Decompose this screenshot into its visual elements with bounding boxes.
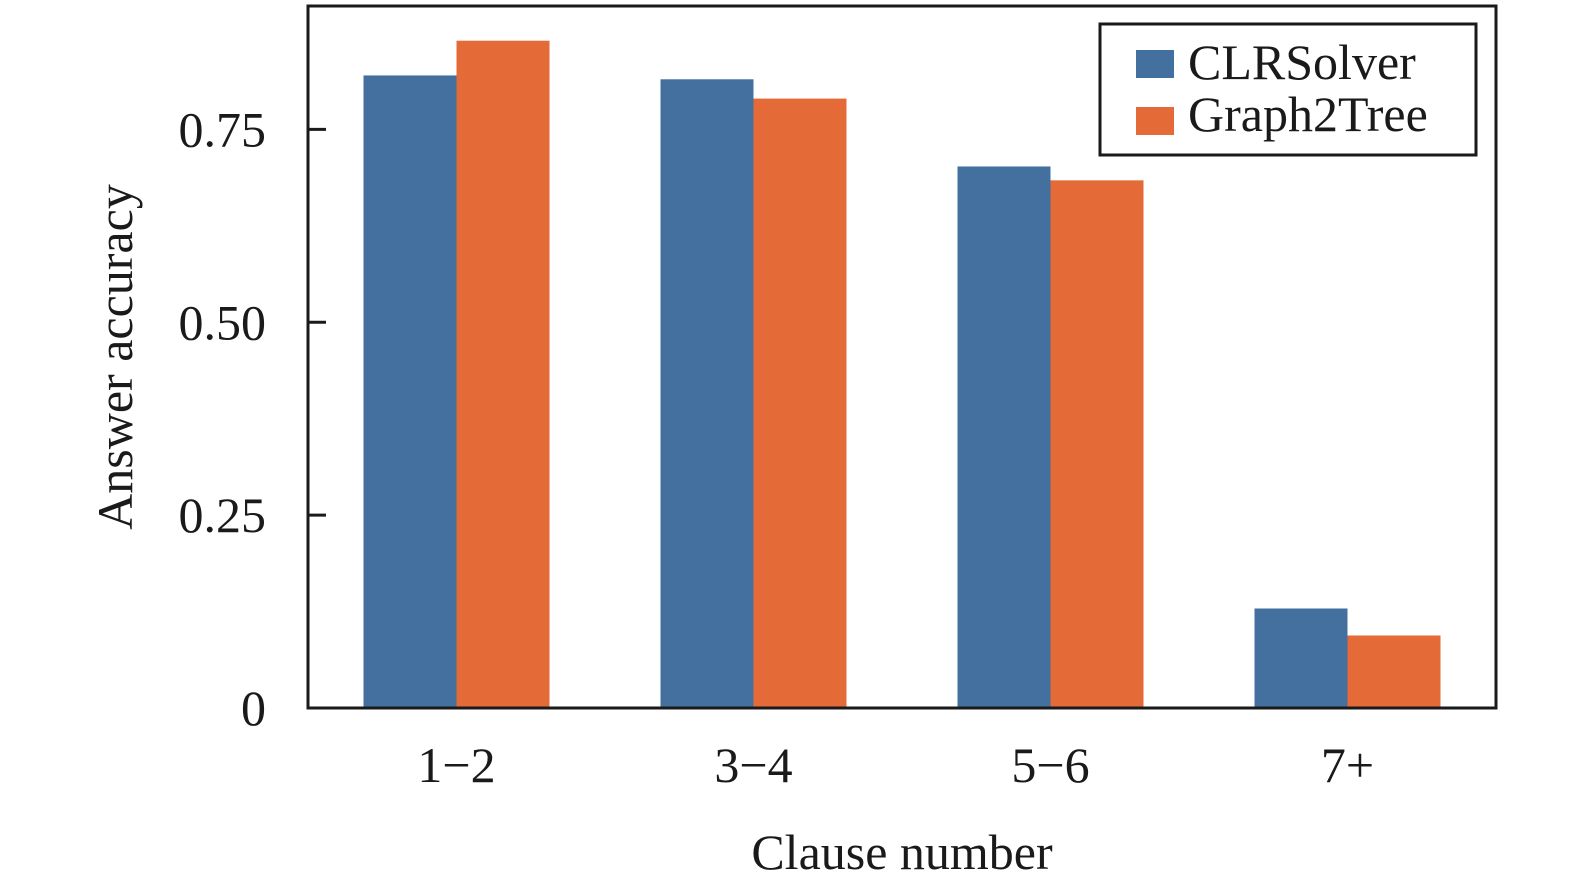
y-tick-label-2: 0.50	[179, 294, 267, 350]
x-axis-label: Clause number	[751, 824, 1053, 880]
x-tick-label-3: 5−6	[1011, 737, 1089, 793]
bar-graph2tree-3	[1050, 180, 1144, 709]
legend: CLRSolver Graph2Tree	[1098, 22, 1478, 157]
bar-clrsolver-4	[1254, 608, 1348, 708]
y-axis: 0 0.25 0.50 0.75	[179, 101, 326, 736]
x-tick-label-2: 3−4	[714, 737, 792, 793]
bar-graph2tree-4	[1347, 635, 1441, 708]
bar-clrsolver-2	[660, 79, 754, 709]
y-axis-label: Answer accuracy	[87, 184, 143, 530]
y-tick-label-3: 0.75	[179, 101, 267, 157]
legend-swatch-graph2tree	[1136, 107, 1174, 135]
x-tick-label-1: 1−2	[417, 737, 495, 793]
legend-label-clrsolver: CLRSolver	[1188, 34, 1416, 90]
bars-layer	[363, 40, 1441, 709]
x-axis: 1−2 3−4 5−6 7+	[417, 737, 1374, 793]
legend-label-graph2tree: Graph2Tree	[1188, 86, 1428, 142]
bar-clrsolver-3	[957, 166, 1051, 708]
plot-frame	[306, 4, 1498, 710]
bar-graph2tree-1	[456, 40, 550, 708]
y-tick-label-0: 0	[241, 680, 266, 736]
legend-swatch-clrsolver	[1136, 50, 1174, 78]
y-tick-label-1: 0.25	[179, 487, 267, 543]
x-tick-label-4: 7+	[1321, 737, 1374, 793]
bar-clrsolver-1	[363, 75, 457, 708]
bar-graph2tree-2	[753, 98, 847, 709]
